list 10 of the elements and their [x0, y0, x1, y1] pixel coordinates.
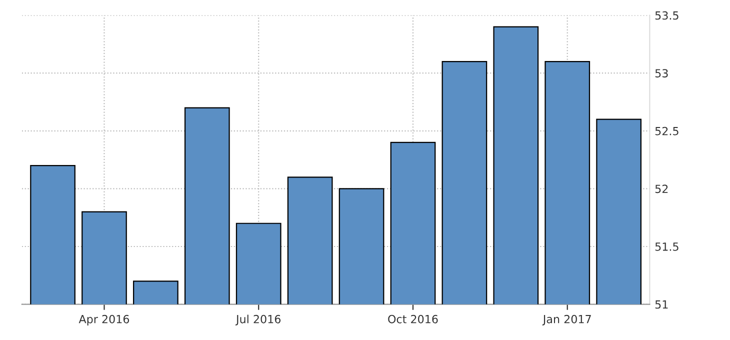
y-tick-label: 53 — [655, 69, 668, 78]
y-tick-label: 52 — [655, 184, 668, 194]
y-tick-label: 51.5 — [655, 242, 678, 251]
x-tick-label: Oct 2016 — [388, 314, 438, 324]
y-tick-label: 51 — [655, 300, 668, 309]
y-tick-label: 52.5 — [655, 126, 678, 136]
x-tick-label: Jul 2016 — [235, 314, 281, 326]
x-tick-label: Jan 2017 — [542, 314, 591, 326]
x-tick-label: Apr 2016 — [78, 314, 130, 326]
y-tick-label: 53.5 — [655, 11, 678, 20]
